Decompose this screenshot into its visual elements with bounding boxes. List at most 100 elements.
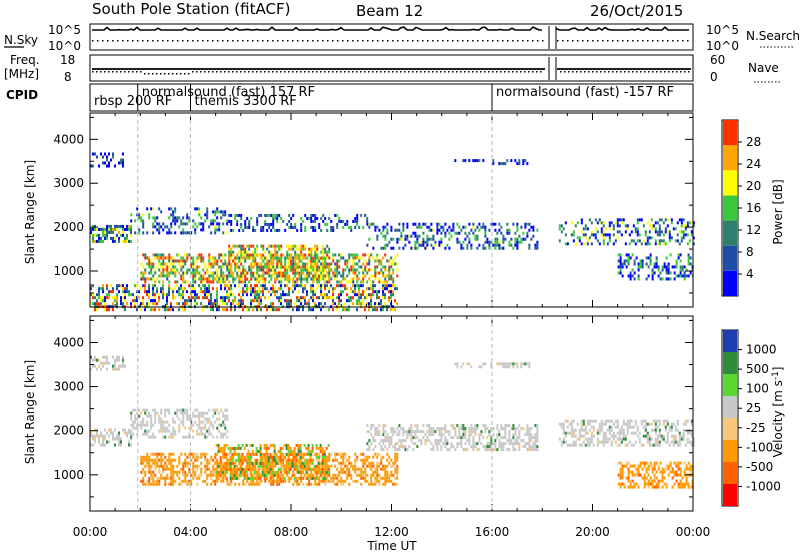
power-cell — [506, 231, 509, 235]
power-cell — [258, 290, 260, 294]
power-cell — [154, 293, 156, 297]
velocity-cell — [344, 461, 347, 465]
velocity-cell — [494, 442, 497, 446]
power-cell — [162, 284, 164, 288]
power-cell — [246, 253, 249, 257]
power-cell — [641, 265, 644, 269]
power-cell — [194, 293, 196, 297]
power-cell — [384, 243, 387, 247]
power-cell — [192, 268, 195, 272]
velocity-cell — [368, 482, 371, 486]
power-cell — [248, 265, 251, 269]
nave-dot — [132, 71, 134, 73]
velocity-cell — [354, 464, 357, 468]
velocity-cell — [634, 419, 637, 423]
power-cell — [270, 274, 273, 278]
power-cell — [92, 224, 94, 228]
velocity-cell — [672, 434, 675, 438]
power-cell — [274, 228, 277, 232]
power-cell — [168, 259, 171, 263]
power-cell — [460, 243, 463, 247]
velocity-cell — [610, 425, 613, 429]
noise-search-dot — [472, 40, 474, 42]
power-cell — [654, 230, 657, 234]
power-cell — [314, 216, 317, 220]
power-cell — [390, 284, 392, 288]
velocity-cell — [180, 482, 183, 486]
power-cell — [240, 296, 242, 300]
noise-search-dot — [567, 40, 569, 42]
power-cell — [168, 284, 170, 288]
velocity-cell — [462, 362, 465, 366]
velocity-cell — [576, 437, 579, 441]
power-cell — [178, 293, 180, 297]
power-cell — [358, 290, 360, 294]
velocity-cell — [458, 436, 461, 440]
power-cell — [632, 239, 635, 243]
power-cell — [332, 225, 335, 229]
power-cell — [392, 271, 395, 275]
velocity-cell — [370, 461, 373, 465]
power-cell — [112, 302, 114, 306]
power-cell — [298, 256, 301, 260]
nave-dot — [192, 71, 194, 73]
power-cell — [292, 277, 295, 281]
power-cell — [662, 242, 665, 246]
power-cell — [647, 256, 650, 260]
power-cell — [244, 225, 247, 229]
power-cell — [98, 290, 100, 294]
velocity-cell — [530, 436, 533, 440]
power-cell — [142, 265, 145, 269]
nave-dot — [448, 71, 450, 73]
power-cell — [212, 265, 215, 269]
power-cell — [320, 216, 323, 220]
power-cell — [152, 287, 154, 291]
power-cell — [274, 265, 277, 269]
velocity-cell — [246, 452, 249, 456]
velocity-cell — [198, 476, 201, 480]
power-cell — [334, 274, 337, 278]
velocity-cell — [450, 436, 453, 440]
power-cell — [216, 216, 219, 220]
power-cell — [234, 299, 236, 303]
power-cell — [118, 284, 120, 288]
power-cell — [376, 259, 379, 263]
power-cell — [430, 222, 433, 226]
power-cell — [324, 222, 327, 226]
power-cell — [258, 299, 260, 303]
power-cell — [414, 243, 417, 247]
power-cell — [166, 231, 169, 235]
power-cell — [398, 228, 401, 232]
power-cell — [238, 213, 241, 217]
velocity-cell — [334, 452, 337, 456]
power-cell — [270, 222, 273, 226]
noise-search-dot — [237, 40, 239, 42]
power-cell — [120, 161, 122, 165]
power-cell — [186, 222, 189, 226]
power-cell — [168, 216, 171, 220]
velocity-cell — [182, 470, 185, 474]
power-cell — [366, 302, 368, 306]
velocity-cell — [516, 442, 519, 446]
velocity-cell — [528, 427, 531, 431]
nave-dot — [228, 71, 230, 73]
velocity-cell — [396, 433, 399, 437]
power-cell — [496, 231, 499, 235]
power-cell — [290, 222, 293, 226]
velocity-cell — [460, 365, 463, 369]
velocity-cell — [210, 473, 213, 477]
power-cell — [320, 293, 322, 297]
velocity-cell — [160, 417, 163, 421]
velocity-cell — [210, 476, 213, 480]
power-cell — [388, 284, 390, 288]
power-cell — [282, 253, 285, 257]
power-cell — [154, 299, 156, 303]
velocity-cell — [630, 443, 633, 447]
power-cell — [150, 308, 152, 312]
velocity-cell — [366, 464, 369, 468]
velocity-cell — [452, 445, 455, 449]
nave-dot — [108, 71, 110, 73]
power-cell — [130, 225, 133, 229]
noise-search-dot — [447, 40, 449, 42]
power-cell — [306, 216, 309, 220]
